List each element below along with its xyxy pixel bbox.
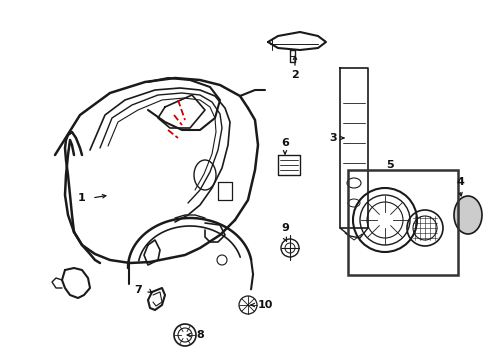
Text: 8: 8	[196, 330, 203, 340]
Text: 9: 9	[281, 223, 288, 233]
Text: 2: 2	[290, 70, 298, 80]
Bar	[347, 170, 457, 275]
Text: 3: 3	[328, 133, 336, 143]
Text: 10: 10	[257, 300, 272, 310]
Text: 4: 4	[455, 177, 463, 187]
Text: 5: 5	[386, 160, 393, 170]
Text: 6: 6	[281, 138, 288, 148]
Text: 7: 7	[134, 285, 142, 295]
Text: 1: 1	[78, 193, 86, 203]
Ellipse shape	[453, 196, 481, 234]
